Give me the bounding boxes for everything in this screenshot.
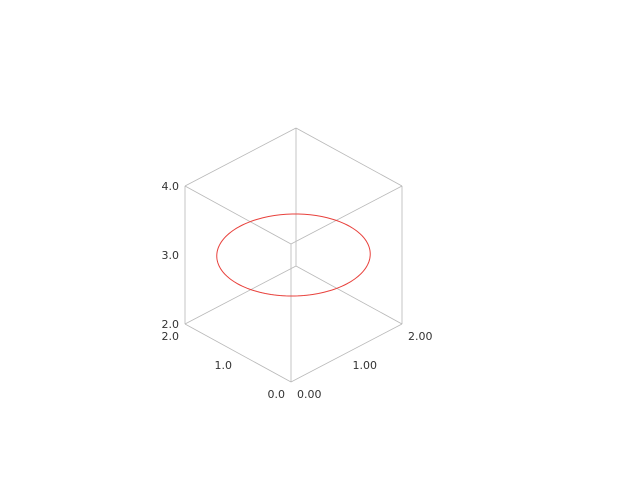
box-edge-0 [184,323,292,383]
box-edge-1 [290,323,403,383]
curve-layer [216,213,371,297]
y-tick-label-0: 0.00 [297,388,322,401]
y-tick-label-2: 2.00 [408,330,433,343]
box-edge-6 [184,127,297,187]
z-tick-label-2: 4.0 [162,180,180,193]
box-edge-7 [295,127,403,187]
box-edge-4 [184,185,292,245]
box-edge-2 [184,265,297,325]
box-edge-5 [290,185,403,245]
x-tick-label-2: 2.0 [162,330,180,343]
bounding-box [184,127,403,383]
curve-series-0 [216,213,371,297]
box-edge-3 [295,265,403,325]
z-tick-label-1: 3.0 [162,249,180,262]
x-tick-label-1: 1.0 [215,359,233,372]
tick-labels: 0.0 1.0 2.0 0.00 1.00 2.00 2.0 3.0 4.0 [162,180,433,401]
x-tick-label-0: 0.0 [268,388,286,401]
y-tick-label-1: 1.00 [353,359,378,372]
z-tick-label-0: 2.0 [162,318,180,331]
